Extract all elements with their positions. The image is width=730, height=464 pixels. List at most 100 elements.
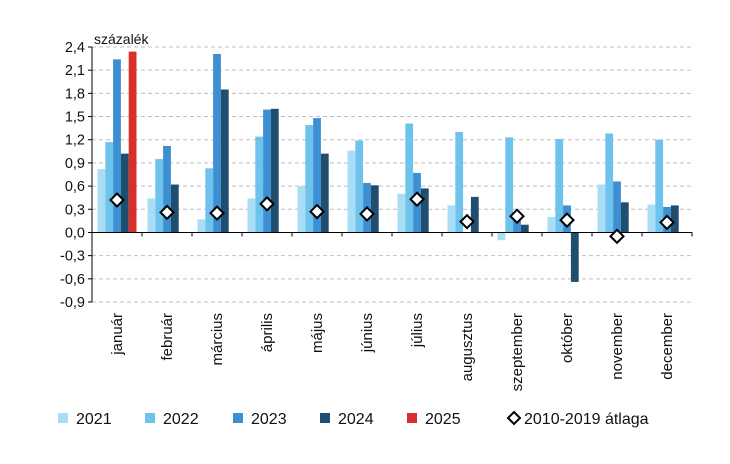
average-marker-november <box>609 228 625 245</box>
average-marker-október <box>559 212 575 229</box>
bar-2024-március <box>220 89 229 233</box>
average-marker-szeptember <box>509 208 525 225</box>
gridlines <box>92 46 692 303</box>
average-marker-május <box>309 203 325 220</box>
y-tick-label: 1,5 <box>65 110 85 126</box>
axes <box>88 46 693 303</box>
bar-2022-július <box>405 123 414 233</box>
x-tick-label-május: május <box>309 313 326 353</box>
bar-2021-április <box>247 198 256 233</box>
bar-2022-december <box>655 139 664 233</box>
x-tick-label-január: január <box>109 313 126 356</box>
average-marker-június <box>359 205 375 222</box>
y-tick-label: -0,6 <box>60 272 85 288</box>
y-tick-label: -0,9 <box>60 295 85 311</box>
y-tick-label: 2,4 <box>65 40 85 56</box>
bar-2021-december <box>647 204 656 233</box>
bar-2024-december <box>670 205 679 233</box>
bar-2024-április <box>270 108 279 233</box>
bar-2024-augusztus <box>470 196 479 233</box>
bar-2021-június <box>347 150 356 233</box>
y-tick-label: -0,3 <box>60 249 85 265</box>
bar-2021-augusztus <box>447 205 456 233</box>
bar-2021-március <box>197 219 206 233</box>
x-tick-label-szeptember: szeptember <box>509 313 526 391</box>
average-marker-július <box>409 191 425 208</box>
bar-2022-június <box>355 140 364 233</box>
legend-swatch-2023 <box>233 413 243 423</box>
average-marker-január <box>109 192 125 208</box>
legend-label-2023: 2023 <box>251 411 287 428</box>
y-tick-label: 0,9 <box>65 156 85 172</box>
y-tick-label: 0,3 <box>65 202 85 218</box>
bar-2022-január <box>105 142 114 233</box>
bar-2024-május <box>320 153 329 233</box>
bar-2022-november <box>605 133 614 233</box>
y-tick-label: 1,8 <box>65 86 85 102</box>
unit-label: százalék <box>94 31 149 47</box>
legend-swatch-2021 <box>58 413 68 423</box>
legend-label-2024: 2024 <box>338 411 374 428</box>
legend: 2021 2022 2023 2024 2025 2010-2019 átlaga <box>58 410 649 428</box>
x-tick-label-február: február <box>159 313 176 361</box>
legend-label-2010-2019 átlaga: 2010-2019 átlaga <box>524 411 649 428</box>
average-markers <box>109 191 675 245</box>
legend-swatch-average <box>506 410 522 426</box>
average-marker-március <box>209 205 225 222</box>
x-tick-label-március: március <box>209 313 226 366</box>
bar-2025-január <box>128 51 137 233</box>
legend-label-2021: 2021 <box>76 411 112 428</box>
x-tick-label-december: december <box>659 313 676 380</box>
bar-2024-január <box>120 153 129 233</box>
y-tick-label: 0,0 <box>65 225 85 241</box>
x-tick-label-június: június <box>359 313 376 353</box>
bar-2021-november <box>597 184 606 233</box>
bar-2024-szeptember <box>520 224 529 233</box>
bar-2021-október <box>547 217 556 233</box>
legend-label-2025: 2025 <box>425 411 461 428</box>
bar-2023-január <box>113 59 121 233</box>
x-tick-label-április: április <box>259 313 276 352</box>
average-marker-április <box>259 195 275 212</box>
x-tick-label-november: november <box>609 313 626 380</box>
bar-2024-június <box>370 185 379 233</box>
bar-2022-október <box>555 138 564 233</box>
bar-2023-szeptember <box>513 217 521 233</box>
legend-swatch-2024 <box>320 413 330 423</box>
bar-2022-február <box>155 159 164 233</box>
y-tick-label: 0,6 <box>65 179 85 195</box>
bars <box>97 51 679 282</box>
bar-2022-március <box>205 168 214 233</box>
bar-2023-március <box>213 53 221 233</box>
y-tick-labels: 2,4 2,1 1,8 1,5 1,2 0,9 0,6 0,3 0,0 -0,3 -0,6 -0,9 <box>60 40 85 311</box>
y-tick-label: 2,1 <box>65 63 85 79</box>
bar-2022-április <box>255 136 264 233</box>
x-tick-labels: január február március április május június jú… <box>109 313 676 391</box>
x-tick-label-október: október <box>559 313 576 363</box>
bar-2021-szeptember <box>497 232 506 241</box>
bar-2023-április <box>263 109 271 233</box>
legend-swatch-2022 <box>145 413 155 423</box>
bar-2021-február <box>147 198 156 233</box>
bar-2023-február <box>163 145 171 233</box>
x-tick-label-július: július <box>409 313 426 348</box>
bar-2021-január <box>97 169 106 233</box>
bar-2022-szeptember <box>505 137 514 233</box>
bar-2022-augusztus <box>455 132 464 233</box>
bar-2021-július <box>397 193 406 233</box>
bar-2023-november <box>613 181 621 233</box>
average-marker-február <box>159 204 175 221</box>
average-marker-december <box>659 214 675 231</box>
bar-2024-november <box>620 202 629 233</box>
y-tick-label: 1,2 <box>65 133 85 149</box>
x-tick-label-augusztus: augusztus <box>459 313 476 381</box>
bar-2021-május <box>297 186 306 233</box>
legend-label-2022: 2022 <box>163 411 199 428</box>
bar-2024-október <box>570 232 579 282</box>
bar-2024-július <box>420 188 429 233</box>
bar-2022-május <box>305 125 314 233</box>
average-marker-augusztus <box>459 213 475 230</box>
bar-2023-május <box>313 118 321 233</box>
